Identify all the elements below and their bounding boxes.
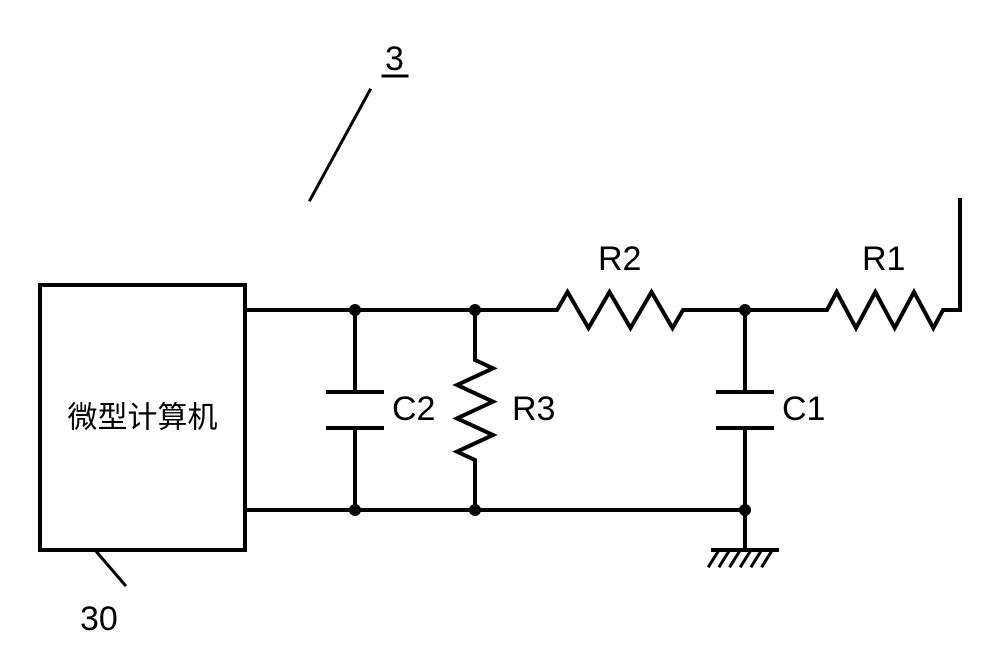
figure-ref-3: 3 xyxy=(385,40,404,78)
label-r2: R2 xyxy=(598,240,641,278)
label-c2: C2 xyxy=(392,390,435,428)
label-r3: R3 xyxy=(512,390,555,428)
node-dot xyxy=(349,504,361,516)
resistor-r1 xyxy=(815,292,955,328)
node-dot xyxy=(469,504,481,516)
microcomputer-label: 微型计算机 xyxy=(68,402,218,435)
ref-30: 30 xyxy=(80,600,118,638)
circuit-diagram: 微型计算机 30 3 C2 R3 R2 C1 R1 xyxy=(0,0,1000,669)
resistor-r3 xyxy=(457,310,493,510)
label-c1: C1 xyxy=(782,390,825,428)
node-dot xyxy=(469,304,481,316)
node-dot xyxy=(349,304,361,316)
label-r1: R1 xyxy=(862,240,905,278)
node-dot xyxy=(739,504,751,516)
node-dot xyxy=(739,304,751,316)
resistor-r2 xyxy=(545,292,695,328)
